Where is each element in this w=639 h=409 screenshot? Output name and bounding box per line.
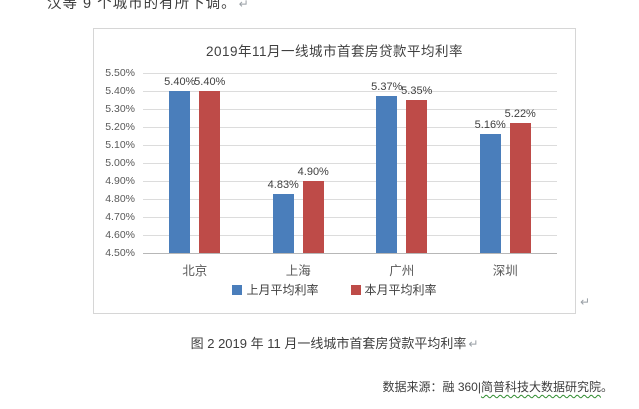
x-tick-label: 广州: [389, 264, 415, 278]
figure-caption: 图 2 2019 年 11 月一线城市首套房贷款平均利率 ↵: [93, 333, 576, 352]
gridline: [143, 181, 557, 182]
data-label: 5.40%: [164, 76, 196, 88]
bar-groups: 5.40% 5.40% 4.83% 4.90% 5.37% 5.35% 5.16% 5.22%: [143, 73, 557, 253]
bar: 5.37%: [371, 81, 402, 253]
bar-group: 5.40% 5.40%: [143, 73, 247, 253]
gridline: [143, 73, 557, 74]
gridline: [143, 91, 557, 92]
legend-swatch-icon: [350, 284, 361, 295]
top-paragraph: 汉等 9 个城市的有所下调。 ↵: [47, 0, 250, 13]
legend: 上月平均利率 本月平均利率: [94, 281, 575, 298]
gridline: [143, 145, 557, 146]
gridline: [143, 253, 557, 254]
y-tick-label: 5.40%: [105, 85, 135, 97]
data-source-suffix: 。: [600, 380, 613, 394]
gridline: [143, 217, 557, 218]
bar: 5.40%: [164, 76, 195, 253]
figure-caption-text: 图 2 2019 年 11 月一线城市首套房贷款平均利率: [190, 336, 467, 351]
paragraph-mark-icon: ↵: [238, 0, 250, 11]
data-label: 5.40%: [194, 76, 226, 88]
x-tick-label: 上海: [285, 264, 311, 278]
gridline: [143, 109, 557, 110]
top-paragraph-text: 汉等 9 个城市的有所下调。: [47, 0, 237, 12]
chart-title: 2019年11月一线城市首套房贷款平均利率: [205, 44, 464, 59]
gridline: [143, 163, 557, 164]
data-label: 5.37%: [371, 81, 403, 94]
data-label: 5.22%: [504, 108, 536, 121]
gridline: [143, 235, 557, 236]
bar-group: 4.83% 4.90%: [247, 73, 351, 253]
y-tick-label: 4.60%: [105, 229, 135, 241]
y-tick-label: 5.10%: [105, 139, 135, 151]
data-label: 5.35%: [401, 85, 433, 97]
chart-frame: 2019年11月一线城市首套房贷款平均利率 5.50% 5.40% 5.30% 5.2…: [93, 28, 576, 314]
bar: 5.16%: [475, 119, 506, 253]
x-tick-label: 北京: [182, 264, 208, 278]
paragraph-mark-icon: ↵: [468, 337, 479, 351]
bar-group: 5.16% 5.22%: [454, 73, 558, 253]
data-source-prefix: 数据来源：融 360|: [382, 380, 481, 394]
y-tick-label: 5.00%: [105, 157, 135, 169]
y-tick-label: 4.50%: [105, 247, 135, 259]
x-axis: 北京 上海 广州 深圳: [143, 260, 557, 279]
y-tick-label: 4.70%: [105, 211, 135, 223]
x-tick-label: 深圳: [492, 264, 518, 278]
gridline: [143, 127, 557, 128]
data-label: 5.16%: [474, 119, 506, 132]
gridline: [143, 199, 557, 200]
bar: 4.83%: [268, 179, 299, 253]
bar: 5.40%: [194, 76, 225, 253]
y-tick-label: 5.20%: [105, 121, 135, 133]
bar: 4.90%: [298, 166, 329, 253]
data-source-organization: 简普科技大数据研究院: [480, 380, 601, 394]
data-source: 数据来源：融 360|简普科技大数据研究院。: [382, 378, 613, 395]
plot-area: 5.50% 5.40% 5.30% 5.20% 5.10% 5.00% 4.90% 4.80%…: [105, 67, 557, 259]
bar-group: 5.37% 5.35%: [350, 73, 454, 253]
y-tick-label: 5.50%: [105, 67, 135, 79]
legend-label: 上月平均利率: [246, 283, 319, 297]
y-tick-label: 5.30%: [105, 103, 135, 115]
bar: 5.35%: [401, 85, 432, 253]
y-tick-label: 4.80%: [105, 193, 135, 205]
y-tick-label: 4.90%: [105, 175, 135, 187]
legend-item: 上月平均利率: [232, 281, 319, 298]
legend-item: 本月平均利率: [350, 281, 437, 298]
bar: 5.22%: [505, 108, 536, 253]
paragraph-mark-icon: ↵: [580, 295, 591, 309]
legend-swatch-icon: [232, 284, 243, 295]
data-label: 4.83%: [267, 178, 299, 191]
data-label: 4.90%: [297, 166, 329, 178]
legend-label: 本月平均利率: [364, 283, 437, 297]
